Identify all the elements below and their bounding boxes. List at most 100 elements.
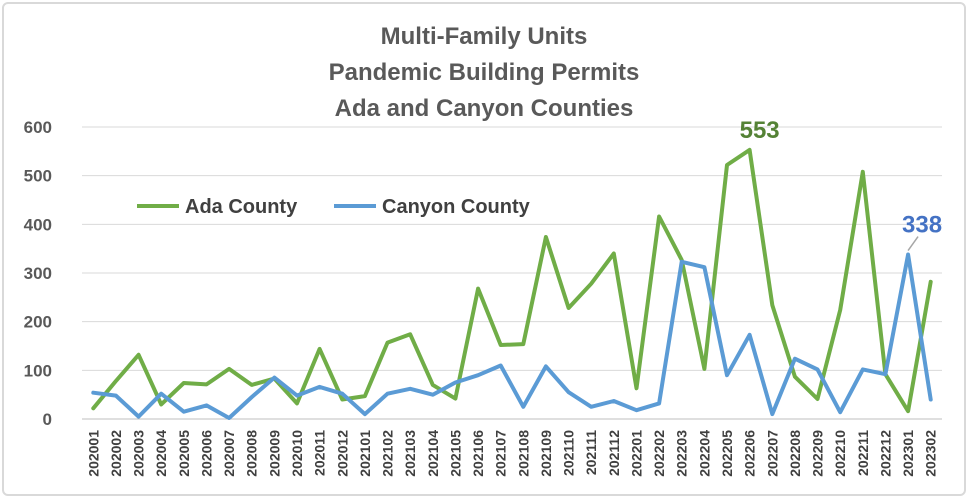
x-tick-label: 202107 [493,430,509,477]
annotation-leader-line [907,236,919,251]
x-tick-label: 202105 [447,430,463,477]
data-point-ada-county [567,306,571,310]
x-tick-label: 202008 [244,430,260,477]
y-tick-label: 200 [24,313,52,332]
data-point-ada-county [227,367,231,371]
data-point-ada-county [91,406,95,410]
annotation-label: 338 [902,212,942,239]
data-point-canyon-county [612,399,616,403]
chart-title-line-1: Multi-Family Units [381,23,588,50]
x-tick-label: 202212 [877,430,893,477]
data-point-canyon-county [589,405,593,409]
data-series [91,147,933,420]
data-point-canyon-county [204,403,208,407]
gridlines [82,126,942,420]
data-point-ada-county [386,341,390,345]
data-point-canyon-county [883,372,887,376]
data-point-canyon-county [408,387,412,391]
x-tick-label: 202106 [470,430,486,477]
x-tick-label: 202109 [538,430,554,477]
legend: Ada County Canyon County [137,196,531,218]
data-point-canyon-county [702,265,706,269]
data-point-ada-county [861,170,865,174]
data-point-ada-county [793,375,797,379]
x-tick-label: 202104 [425,430,441,477]
data-point-ada-county [544,235,548,239]
x-tick-label: 202007 [221,430,237,477]
data-point-ada-county [521,342,525,346]
data-point-ada-county [657,215,661,219]
x-tick-label: 202103 [402,430,418,477]
data-point-canyon-county [748,333,752,337]
x-tick-label: 202206 [742,430,758,477]
x-tick-label: 202108 [515,430,531,477]
x-tick-label: 202006 [198,430,214,477]
data-point-canyon-county [521,405,525,409]
data-point-canyon-county [91,391,95,395]
x-axis-tick-labels: 202001 202002 202003 202004 202005 202006 2020… [85,430,938,477]
x-tick-label: 202112 [606,430,622,476]
annotations: 553 338 [740,117,942,251]
x-tick-label: 202211 [855,430,871,476]
data-point-ada-county [453,397,457,401]
x-tick-label: 202302 [923,430,939,477]
data-point-canyon-county [567,390,571,394]
data-point-canyon-county [386,392,390,396]
data-point-ada-county [748,148,752,152]
x-tick-label: 202301 [900,430,916,477]
y-tick-label: 100 [24,361,52,380]
x-tick-label: 202111 [583,430,599,475]
x-tick-label: 202011 [312,430,328,476]
legend-label-canyon-county: Canyon County [382,196,531,218]
data-point-canyon-county [838,410,842,414]
y-tick-label: 600 [24,118,52,137]
y-tick-label: 500 [24,167,52,186]
x-tick-label: 202002 [108,430,124,477]
data-point-ada-county [929,280,933,284]
data-point-canyon-county [250,395,254,399]
data-point-canyon-county [363,412,367,416]
data-point-ada-county [476,287,480,291]
data-point-ada-county [589,282,593,286]
data-point-canyon-county [499,363,503,367]
data-point-ada-county [634,386,638,390]
data-point-canyon-county [340,392,344,396]
x-tick-label: 202208 [787,430,803,477]
data-point-ada-county [770,303,774,307]
data-point-canyon-county [634,408,638,412]
data-point-canyon-county [272,376,276,380]
line-chart: Multi-Family Units Pandemic Building Per… [24,23,942,477]
chart-title: Multi-Family Units Pandemic Building Per… [329,23,640,122]
annotation-label: 553 [740,117,780,144]
data-point-ada-county [204,382,208,386]
data-point-ada-county [182,381,186,385]
data-point-canyon-county [476,373,480,377]
data-point-canyon-county [431,393,435,397]
data-point-canyon-county [182,410,186,414]
data-point-canyon-county [137,415,141,419]
x-tick-label: 202102 [380,430,396,477]
data-point-ada-county [318,347,322,351]
data-point-canyon-county [770,412,774,416]
y-tick-label: 400 [24,215,52,234]
x-tick-label: 202201 [628,430,644,477]
data-point-ada-county [702,367,706,371]
x-tick-label: 202210 [832,430,848,477]
data-point-canyon-county [295,394,299,398]
data-point-ada-county [114,379,118,383]
data-point-ada-county [725,163,729,167]
x-tick-label: 202009 [266,430,282,477]
x-tick-label: 202101 [357,430,373,477]
chart-title-line-3: Ada and Canyon Counties [335,95,634,122]
data-point-canyon-county [929,398,933,402]
data-point-ada-county [295,401,299,405]
x-tick-label: 202209 [810,430,826,477]
data-point-canyon-county [544,364,548,368]
data-point-canyon-county [793,357,797,361]
x-tick-label: 202001 [85,430,101,477]
data-point-canyon-county [318,385,322,389]
chart-title-line-2: Pandemic Building Permits [329,59,640,86]
x-tick-label: 202010 [289,430,305,477]
x-tick-label: 202203 [674,430,690,477]
